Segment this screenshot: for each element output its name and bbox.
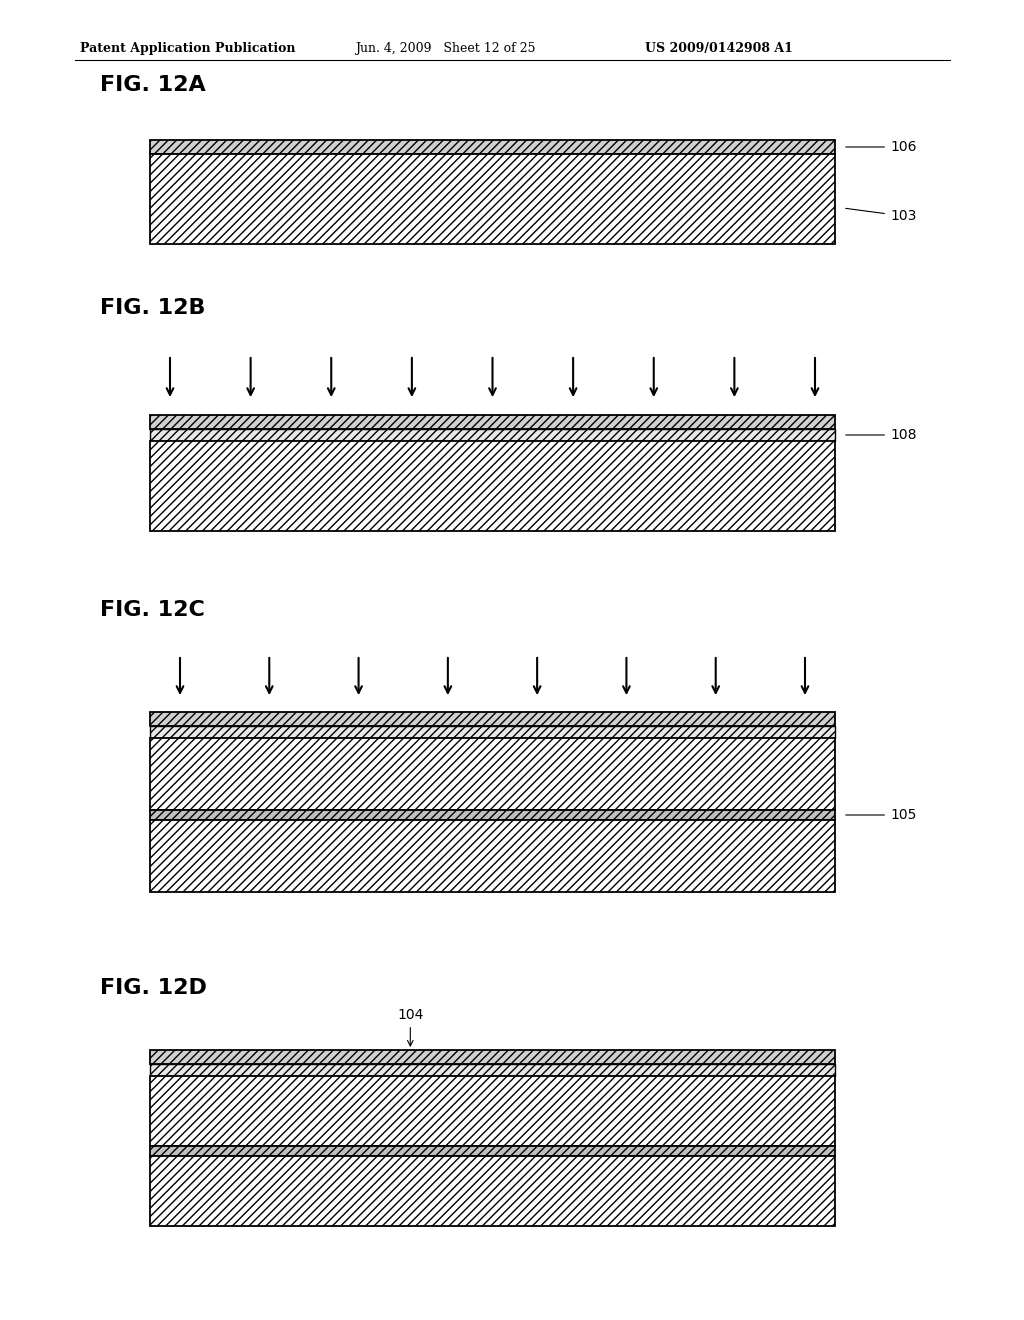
Bar [150,429,835,441]
Text: 104: 104 [397,1008,424,1045]
Bar [150,820,835,892]
Text: 108: 108 [846,428,916,442]
Text: FIG. 12A: FIG. 12A [100,75,206,95]
Text: US 2009/0142908 A1: US 2009/0142908 A1 [645,42,793,55]
Text: 106: 106 [846,140,916,154]
Text: Patent Application Publication: Patent Application Publication [80,42,296,55]
Text: FIG. 12D: FIG. 12D [100,978,207,998]
Bar [150,154,835,244]
Text: 103: 103 [846,209,916,223]
Bar [150,140,835,154]
Bar [150,1076,835,1146]
Bar [150,1049,835,1064]
Bar [150,726,835,738]
Bar [150,1156,835,1226]
Bar [150,1146,835,1156]
Text: FIG. 12C: FIG. 12C [100,601,205,620]
Bar [150,810,835,820]
Text: 105: 105 [846,808,916,822]
Bar [150,738,835,810]
Bar [150,711,835,726]
Bar [150,441,835,531]
Text: FIG. 12B: FIG. 12B [100,298,206,318]
Bar [150,1064,835,1076]
Bar [150,414,835,429]
Text: Jun. 4, 2009   Sheet 12 of 25: Jun. 4, 2009 Sheet 12 of 25 [355,42,536,55]
